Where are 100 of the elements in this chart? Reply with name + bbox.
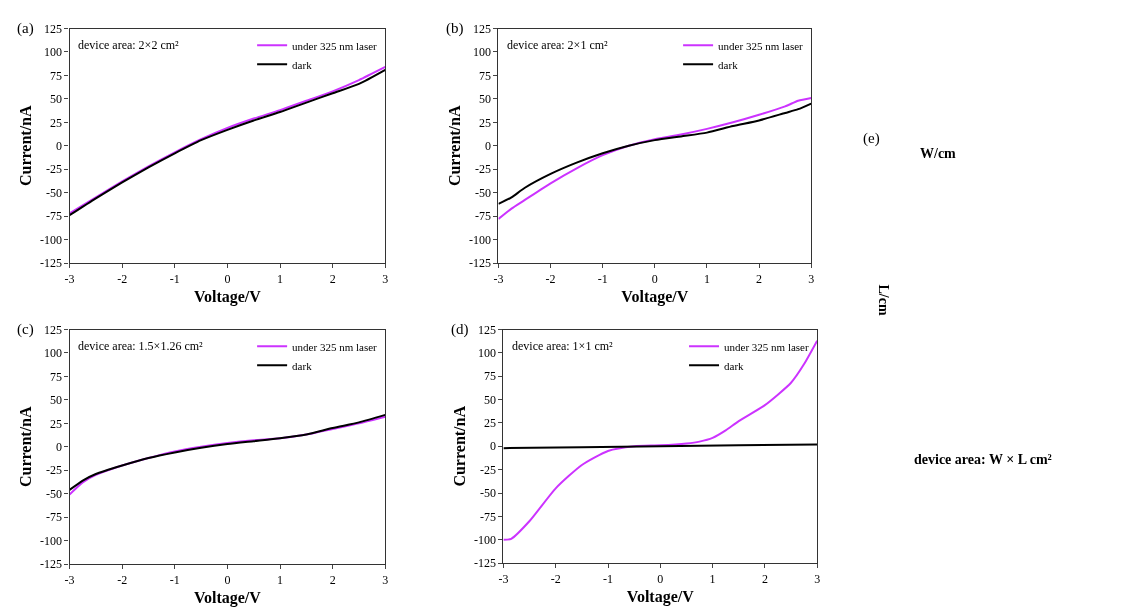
y-tick-label: 100 xyxy=(44,45,63,60)
text: (e) xyxy=(863,130,880,147)
y-axis-title: Current/nA xyxy=(450,405,468,487)
x-tick-label: 2 xyxy=(761,571,768,586)
y-tick-label: -125 xyxy=(40,557,63,572)
x-tick-label: -2 xyxy=(117,271,128,286)
line-series xyxy=(498,96,812,220)
legend-label: dark xyxy=(724,359,745,372)
x-tick-label: -1 xyxy=(169,271,180,286)
y-tick-label: -75 xyxy=(46,209,63,224)
y-tick-label: 0 xyxy=(56,439,63,454)
line-series xyxy=(498,102,812,205)
y-tick-label: -25 xyxy=(46,463,63,478)
y-tick-label: -100 xyxy=(468,232,491,247)
y-tick-label: 75 xyxy=(478,68,491,83)
text: device area: W × L cm² xyxy=(914,452,1052,467)
y-tick-label: -100 xyxy=(473,532,496,547)
x-tick-label: 1 xyxy=(703,271,710,286)
y-tick-label: -125 xyxy=(473,556,496,571)
y-tick-label: 75 xyxy=(50,68,63,83)
y-tick-label: 50 xyxy=(50,393,63,408)
x-tick-label: -3 xyxy=(493,271,504,286)
text: L/cm xyxy=(875,284,891,316)
x-tick-label: 3 xyxy=(382,572,389,587)
y-axis-title: Current/nA xyxy=(445,105,463,187)
y-tick-label: -50 xyxy=(479,486,496,501)
legend-label: under 325 nm laser xyxy=(724,340,809,353)
chart-title: (d) xyxy=(451,321,469,338)
x-tick-label: 3 xyxy=(808,271,815,286)
legend-label: dark xyxy=(292,359,313,372)
x-tick-label: -2 xyxy=(117,572,128,587)
y-tick-label: -25 xyxy=(46,162,63,177)
x-axis-title: Voltage/V xyxy=(193,288,262,307)
y-tick-label: -75 xyxy=(46,510,63,525)
legend-label: dark xyxy=(292,58,313,71)
y-tick-label: 0 xyxy=(489,439,496,454)
x-tick-label: 3 xyxy=(814,571,821,586)
annotation: device area: 2×2 cm² xyxy=(78,38,180,52)
y-tick-label: 0 xyxy=(484,138,491,153)
x-tick-label: 1 xyxy=(277,572,284,587)
y-tick-label: -75 xyxy=(479,509,496,524)
chart-title: (b) xyxy=(446,20,464,37)
x-tick-label: 1 xyxy=(709,571,716,586)
x-tick-label: 0 xyxy=(224,572,231,587)
x-tick-label: 0 xyxy=(224,271,231,286)
y-tick-label: -25 xyxy=(474,162,491,177)
x-tick-label: 3 xyxy=(382,271,389,286)
x-axis-title: Voltage/V xyxy=(626,588,695,607)
x-tick-label: 2 xyxy=(329,572,336,587)
y-tick-label: 100 xyxy=(472,45,491,60)
x-tick-label: 0 xyxy=(657,571,664,586)
x-tick-label: 2 xyxy=(756,271,763,286)
x-tick-label: -3 xyxy=(64,572,75,587)
annotation: device area: 2×1 cm² xyxy=(507,38,609,52)
y-axis-title: Current/nA xyxy=(16,406,34,488)
y-tick-label: 125 xyxy=(477,322,496,337)
y-tick-label: -100 xyxy=(40,232,63,247)
y-tick-label: 50 xyxy=(483,392,496,407)
chart-title: (c) xyxy=(17,321,34,338)
y-tick-label: 125 xyxy=(44,21,63,36)
annotation: device area: 1×1 cm² xyxy=(512,339,614,353)
y-tick-label: 25 xyxy=(478,115,491,130)
y-tick-label: 50 xyxy=(478,92,491,107)
y-tick-label: 50 xyxy=(50,92,63,107)
x-tick-label: 0 xyxy=(651,271,658,286)
y-tick-label: 100 xyxy=(477,346,496,361)
x-tick-label: -1 xyxy=(603,571,613,586)
x-tick-label: -2 xyxy=(550,571,561,586)
legend-label: under 325 nm laser xyxy=(292,39,378,52)
y-tick-label: 75 xyxy=(50,369,63,384)
text: W/cm xyxy=(920,146,957,161)
x-tick-label: 2 xyxy=(329,271,336,286)
x-axis-title: Voltage/V xyxy=(621,288,689,307)
y-tick-label: 125 xyxy=(472,21,491,36)
x-tick-label: -3 xyxy=(498,571,509,586)
x-tick-label: 1 xyxy=(277,271,284,286)
x-tick-label: -3 xyxy=(64,271,75,286)
y-tick-label: 25 xyxy=(483,416,496,431)
y-tick-label: -100 xyxy=(40,533,63,548)
y-tick-label: 25 xyxy=(50,416,63,431)
legend-label: dark xyxy=(718,58,739,71)
y-tick-label: -25 xyxy=(479,462,496,477)
x-tick-label: -1 xyxy=(597,271,608,286)
chart-title: (a) xyxy=(17,20,34,37)
y-tick-label: -50 xyxy=(46,486,63,501)
x-tick-label: -2 xyxy=(545,271,556,286)
y-tick-label: -75 xyxy=(474,209,491,224)
y-tick-label: 100 xyxy=(44,346,63,361)
y-tick-label: 75 xyxy=(483,369,496,384)
legend-label: under 325 nm laser xyxy=(718,39,804,52)
legend-label: under 325 nm laser xyxy=(292,340,378,353)
y-axis-title: Current/nA xyxy=(16,105,34,187)
line-series xyxy=(503,339,818,541)
x-tick-label: -1 xyxy=(169,572,180,587)
y-tick-label: 0 xyxy=(56,138,63,153)
y-tick-label: 25 xyxy=(50,115,63,130)
y-tick-label: -50 xyxy=(46,185,63,200)
y-tick-label: -50 xyxy=(474,185,491,200)
x-axis-title: Voltage/V xyxy=(193,589,262,608)
y-tick-label: -125 xyxy=(40,256,63,271)
